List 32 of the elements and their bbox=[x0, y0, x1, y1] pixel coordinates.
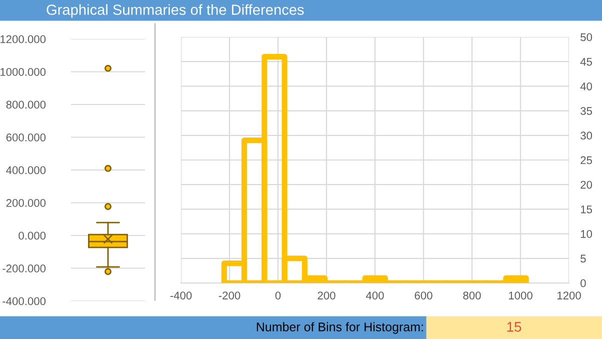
text: Number of Bins for Histogram: bbox=[256, 322, 423, 334]
y-tick-label: 600.000 bbox=[6, 134, 46, 142]
x-tick-label: 1000 bbox=[508, 292, 532, 300]
y-tick-label: 15 bbox=[580, 206, 592, 214]
y-tick-label: -200.000 bbox=[2, 264, 46, 272]
y-tick-label: 0.000 bbox=[18, 232, 46, 240]
x-tick-label: 200 bbox=[318, 292, 336, 300]
y-tick-label: 40 bbox=[580, 82, 592, 90]
y-tick-label: 1200.000 bbox=[0, 35, 46, 44]
y-tick-label: 1000.000 bbox=[0, 68, 46, 76]
y-tick-label: 25 bbox=[580, 156, 592, 164]
y-tick-label: 400.000 bbox=[6, 166, 46, 174]
y-tick-label: 5 bbox=[580, 254, 586, 263]
y-tick-label: 200.000 bbox=[6, 199, 46, 207]
y-tick-label: 35 bbox=[580, 107, 592, 115]
x-tick-label: 400 bbox=[366, 292, 384, 300]
x-tick-label: 0 bbox=[275, 292, 281, 300]
y-tick-label: 800.000 bbox=[6, 100, 46, 109]
y-tick-label: 30 bbox=[580, 132, 592, 140]
y-tick-label: 10 bbox=[580, 230, 592, 238]
x-tick-label: 1200 bbox=[557, 292, 581, 300]
x-tick-label: 600 bbox=[414, 292, 432, 300]
x-tick-label: -200 bbox=[218, 292, 240, 300]
text: 15 bbox=[507, 322, 522, 332]
y-tick-label: 45 bbox=[580, 58, 592, 66]
x-tick-label: 800 bbox=[463, 292, 481, 300]
y-tick-label: -400.000 bbox=[2, 297, 46, 306]
y-tick-label: 50 bbox=[580, 33, 592, 42]
y-tick-label: 20 bbox=[580, 180, 592, 189]
x-tick-label: -400 bbox=[170, 292, 192, 300]
y-tick-label: 0 bbox=[580, 279, 586, 288]
text: Graphical Summaries of the Differences bbox=[46, 4, 304, 18]
